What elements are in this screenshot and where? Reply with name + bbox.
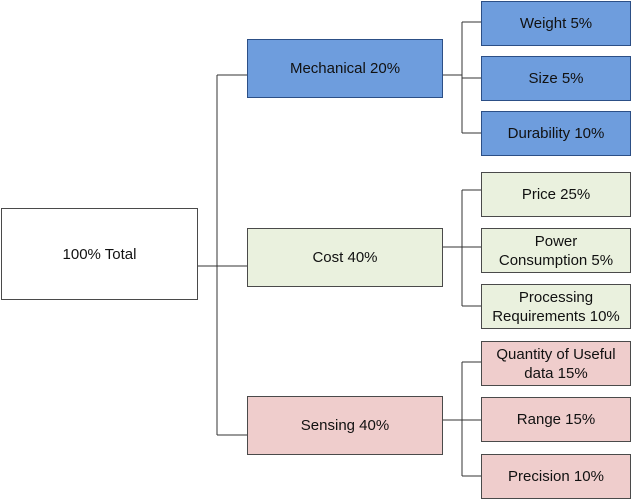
category-node-mechanical: Mechanical 20% xyxy=(247,39,443,98)
leaf-node-precision: Precision 10% xyxy=(481,454,631,499)
leaf-node-quantity-of-useful-data: Quantity of Useful data 15% xyxy=(481,341,631,386)
leaf-node-price: Price 25% xyxy=(481,172,631,217)
category-node-cost: Cost 40% xyxy=(247,228,443,287)
leaf-node-range: Range 15% xyxy=(481,397,631,442)
leaf-node-power-consumption: Power Consumption 5% xyxy=(481,228,631,273)
leaf-node-size: Size 5% xyxy=(481,56,631,101)
leaf-node-weight: Weight 5% xyxy=(481,1,631,46)
leaf-node-durability: Durability 10% xyxy=(481,111,631,156)
leaf-node-processing-requirements: Processing Requirements 10% xyxy=(481,284,631,329)
root-node: 100% Total xyxy=(1,208,198,300)
category-node-sensing: Sensing 40% xyxy=(247,396,443,455)
